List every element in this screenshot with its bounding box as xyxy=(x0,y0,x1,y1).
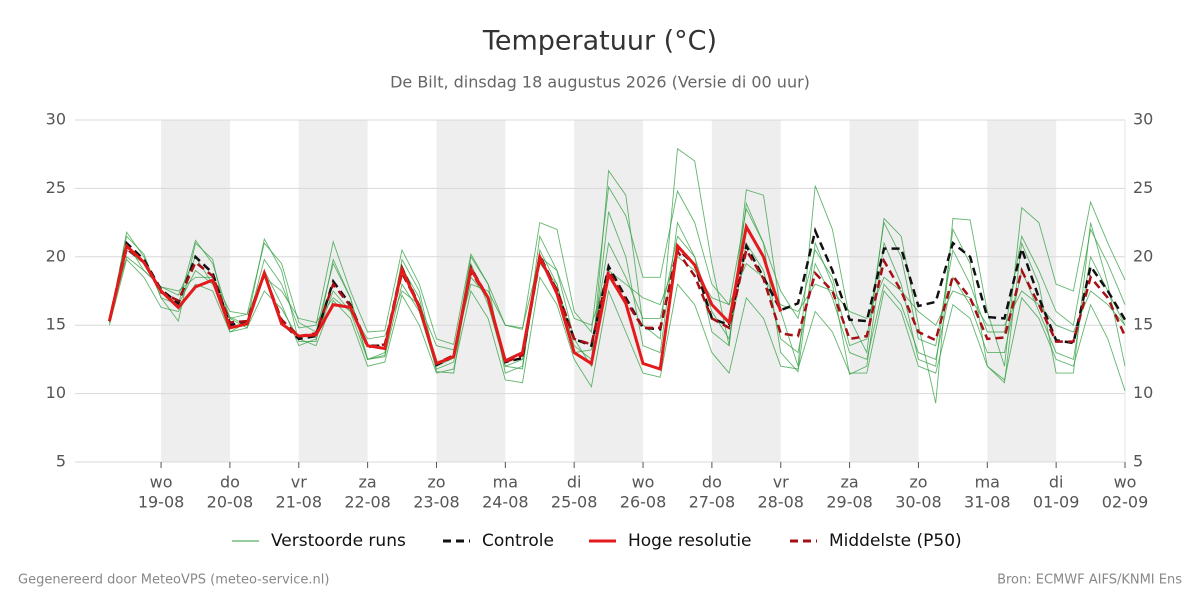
ensemble-line xyxy=(108,258,1126,392)
x-tick-label: 02-09 xyxy=(1102,493,1149,512)
x-tick-label: 31-08 xyxy=(964,493,1011,512)
y-tick-label: 15 xyxy=(46,315,66,334)
ensemble-line xyxy=(108,235,1126,370)
x-tick-weekday: za xyxy=(359,473,377,492)
ensemble-line xyxy=(108,185,1126,347)
x-tick-label: 28-08 xyxy=(757,493,804,512)
x-tick-weekday: zo xyxy=(909,473,927,492)
y-tick-label: 30 xyxy=(46,110,66,129)
y-tick-label: 20 xyxy=(46,246,66,265)
legend-label: Hoge resolutie xyxy=(628,531,752,551)
x-tick-weekday: di xyxy=(567,473,582,492)
x-tick-weekday: za xyxy=(840,473,858,492)
chart-subtitle: De Bilt, dinsdag 18 augustus 2026 (Versi… xyxy=(390,73,810,92)
x-tick-weekday: ma xyxy=(975,473,1000,492)
x-tick-label: 27-08 xyxy=(689,493,736,512)
x-tick-label: 21-08 xyxy=(276,493,323,512)
x-tick-weekday: do xyxy=(220,473,240,492)
y2-tick-label: 15 xyxy=(1133,315,1153,334)
x-tick-label: 22-08 xyxy=(344,493,391,512)
x-tick-weekday: di xyxy=(1049,473,1064,492)
x-tick-label: 30-08 xyxy=(895,493,942,512)
x-tick-weekday: wo xyxy=(632,473,655,492)
x-tick-label: 29-08 xyxy=(826,493,873,512)
y-tick-label: 10 xyxy=(46,383,66,402)
x-tick-weekday: ma xyxy=(493,473,518,492)
x-tick-label: 26-08 xyxy=(620,493,667,512)
y2-tick-label: 5 xyxy=(1133,452,1143,471)
footer-left: Gegenereerd door MeteoVPS (meteo-service… xyxy=(18,573,329,588)
x-tick-label: 19-08 xyxy=(138,493,185,512)
y2-tick-label: 10 xyxy=(1133,383,1153,402)
y2-tick-label: 30 xyxy=(1133,110,1153,129)
legend-label: Verstoorde runs xyxy=(271,531,406,551)
y2-tick-label: 25 xyxy=(1133,178,1153,197)
x-tick-weekday: vr xyxy=(773,473,789,492)
x-tick-weekday: vr xyxy=(291,473,307,492)
x-tick-weekday: do xyxy=(702,473,722,492)
y-tick-label: 5 xyxy=(56,452,66,471)
ensemble-line xyxy=(108,147,1126,404)
footer-right: Bron: ECMWF AIFS/KNMI Ens xyxy=(997,573,1182,588)
x-tick-label: 01-09 xyxy=(1033,493,1080,512)
x-tick-label: 24-08 xyxy=(482,493,529,512)
x-tick-weekday: wo xyxy=(1114,473,1137,492)
legend-label: Controle xyxy=(482,531,554,551)
x-tick-label: 25-08 xyxy=(551,493,598,512)
y-tick-label: 25 xyxy=(46,178,66,197)
x-tick-label: 20-08 xyxy=(207,493,254,512)
y2-tick-label: 20 xyxy=(1133,246,1153,265)
ensemble-line xyxy=(108,256,1126,351)
x-tick-weekday: wo xyxy=(150,473,173,492)
x-tick-weekday: zo xyxy=(427,473,445,492)
series-line xyxy=(107,222,783,371)
ensemble-line xyxy=(108,201,1126,384)
chart-title: Temperatuur (°C) xyxy=(482,26,717,57)
x-tick-label: 23-08 xyxy=(413,493,460,512)
legend-label: Middelste (P50) xyxy=(829,531,962,551)
